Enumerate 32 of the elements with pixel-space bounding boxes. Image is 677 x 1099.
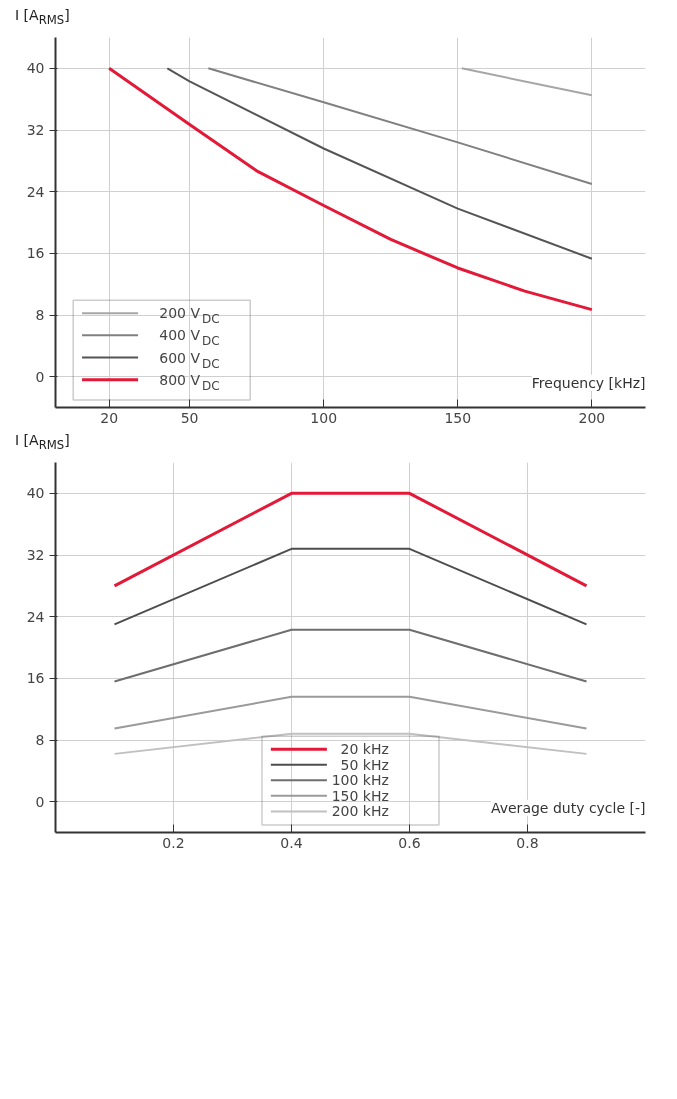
line-series [166, 67, 593, 260]
legend-label: 200 kHz [331, 803, 389, 820]
y-tick-label: 32 [26, 547, 45, 563]
legend-label: 100 kHz [331, 772, 389, 789]
y-tick-label: 16 [26, 670, 45, 687]
y-tick-label: 24 [26, 608, 45, 625]
x-tick-label: 0.4 [280, 834, 303, 851]
legend-label: 20 kHz [340, 741, 389, 758]
x-tick-label: 50 [180, 409, 199, 426]
y-tick-label: 0 [35, 368, 45, 385]
x-axis-title: Average duty cycle [-] [490, 799, 646, 816]
x-tick-label: 0.6 [398, 834, 421, 851]
x-tick-label: 100 [310, 409, 338, 426]
line-series [207, 67, 593, 185]
y-tick-label: 24 [26, 183, 45, 200]
x-tick-label: 0.8 [516, 834, 539, 851]
legend-label: 150 kHz [331, 787, 389, 804]
x-tick-label: 0.2 [162, 834, 185, 851]
y-tick-label: 0 [35, 793, 45, 810]
y-axis-title: I [A$_{RMS}$] [15, 6, 70, 29]
y-tick-label: 16 [26, 245, 45, 262]
y-tick-label: 40 [26, 485, 45, 502]
x-tick-label: 20 [100, 409, 119, 426]
y-tick-label: 8 [35, 732, 45, 748]
x-axis-title: Frequency [kHz] [531, 374, 646, 391]
x-tick-label: 200 [578, 409, 606, 426]
y-tick-label: 32 [26, 122, 45, 138]
y-tick-label: 8 [35, 307, 45, 323]
y-tick-label: 40 [26, 60, 45, 77]
legend-label: 50 kHz [340, 756, 389, 773]
y-axis-title: I [A$_{RMS}$] [15, 431, 70, 454]
x-tick-label: 150 [444, 409, 472, 426]
